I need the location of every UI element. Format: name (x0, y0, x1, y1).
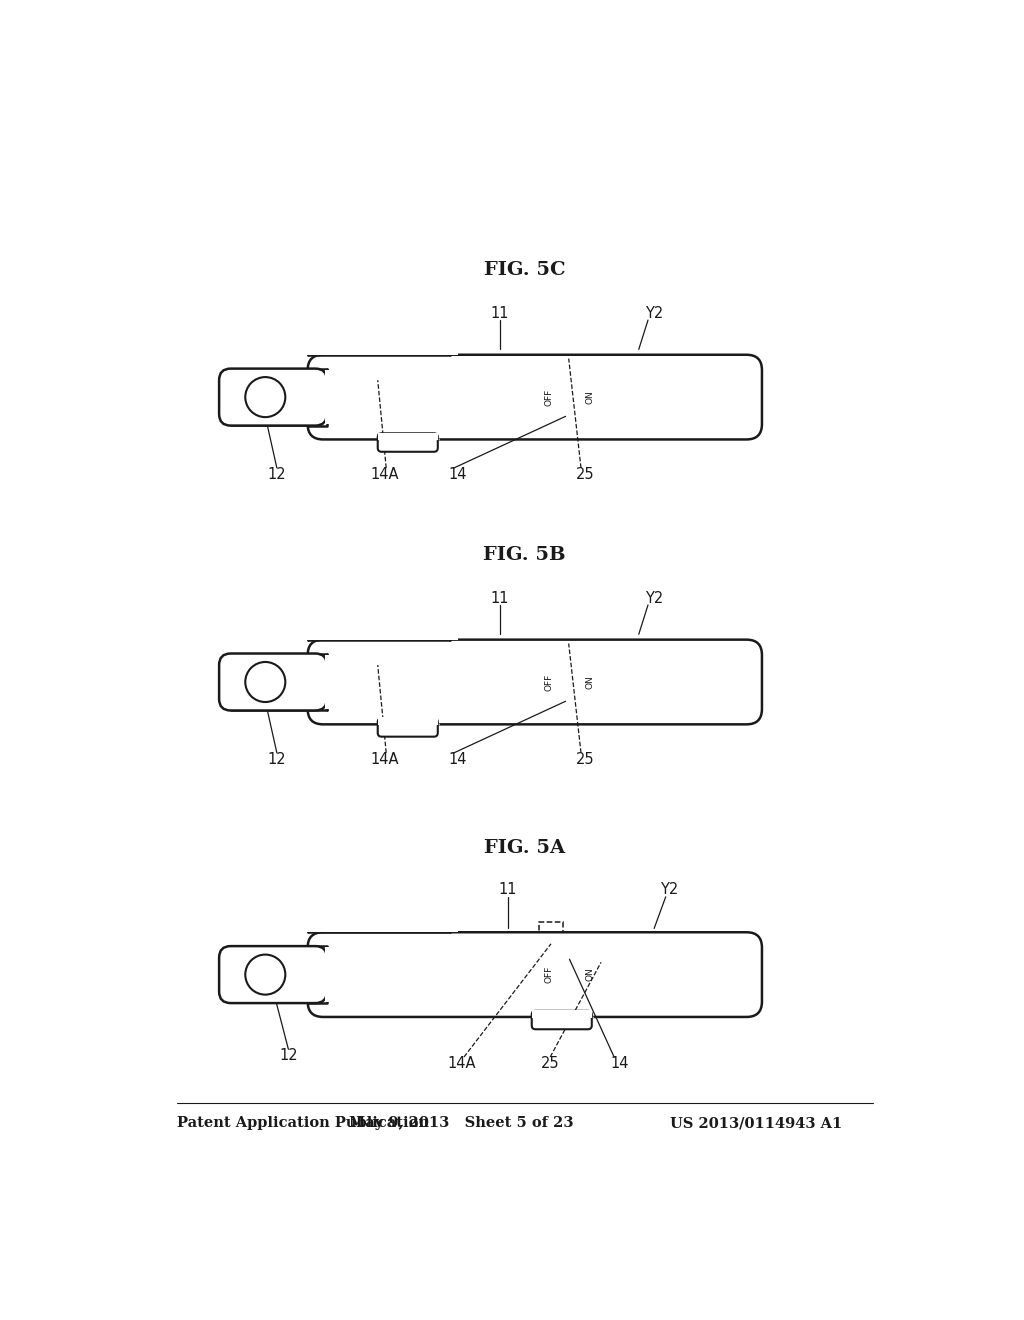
FancyBboxPatch shape (378, 433, 438, 451)
Circle shape (246, 954, 286, 995)
Bar (571, 964, 582, 986)
Bar (591, 961, 611, 986)
Bar (326, 370, 345, 425)
Bar (304, 337, 458, 355)
Bar (326, 948, 345, 1002)
Bar (370, 381, 386, 424)
Bar (531, 1010, 592, 1018)
Text: 12: 12 (267, 751, 286, 767)
Bar (557, 385, 568, 409)
Text: 11: 11 (499, 882, 517, 898)
Bar (378, 718, 438, 725)
FancyBboxPatch shape (307, 932, 762, 1016)
Bar (304, 915, 458, 932)
FancyBboxPatch shape (307, 640, 762, 725)
Bar (554, 381, 585, 412)
Bar (559, 645, 579, 667)
Bar (557, 671, 568, 693)
Text: OFF: OFF (544, 966, 553, 983)
Text: 14A: 14A (371, 751, 399, 767)
Text: 11: 11 (490, 591, 509, 606)
Bar (323, 946, 339, 1002)
Bar (323, 655, 339, 710)
Text: 14: 14 (449, 466, 467, 482)
FancyBboxPatch shape (378, 718, 438, 737)
Circle shape (246, 378, 286, 417)
Text: 25: 25 (575, 751, 594, 767)
Text: OFF: OFF (544, 673, 553, 690)
Text: May 9, 2013   Sheet 5 of 23: May 9, 2013 Sheet 5 of 23 (349, 1117, 573, 1130)
Bar (554, 667, 585, 697)
Text: Y2: Y2 (660, 882, 679, 898)
Text: 14: 14 (449, 751, 467, 767)
Bar (323, 370, 339, 425)
Bar (326, 655, 345, 709)
Text: 12: 12 (267, 466, 286, 482)
FancyBboxPatch shape (219, 653, 327, 710)
Text: FIG. 5A: FIG. 5A (484, 838, 565, 857)
Text: 12: 12 (280, 1048, 298, 1063)
Text: FIG. 5B: FIG. 5B (483, 546, 566, 564)
Bar (554, 960, 585, 990)
Text: 25: 25 (575, 466, 594, 482)
Text: FIG. 5C: FIG. 5C (484, 261, 565, 279)
Text: 14A: 14A (447, 1056, 476, 1071)
FancyBboxPatch shape (307, 355, 762, 440)
FancyBboxPatch shape (531, 1011, 592, 1030)
FancyBboxPatch shape (219, 368, 327, 425)
Text: 14A: 14A (371, 466, 399, 482)
Bar (304, 622, 458, 640)
Text: Y2: Y2 (645, 306, 664, 322)
Text: Patent Application Publication: Patent Application Publication (177, 1117, 429, 1130)
Circle shape (246, 663, 286, 702)
Bar (559, 360, 579, 381)
Text: OFF: OFF (544, 388, 553, 405)
Text: ON: ON (586, 968, 595, 982)
Text: 25: 25 (541, 1056, 559, 1071)
Text: Y2: Y2 (645, 591, 664, 606)
Text: ON: ON (586, 675, 595, 689)
Bar (539, 923, 563, 944)
FancyBboxPatch shape (219, 946, 327, 1003)
Text: US 2013/0114943 A1: US 2013/0114943 A1 (670, 1117, 842, 1130)
Text: ON: ON (586, 391, 595, 404)
Bar (370, 667, 386, 709)
Text: 11: 11 (490, 306, 509, 322)
Bar (378, 433, 438, 441)
Text: 14: 14 (610, 1056, 629, 1071)
